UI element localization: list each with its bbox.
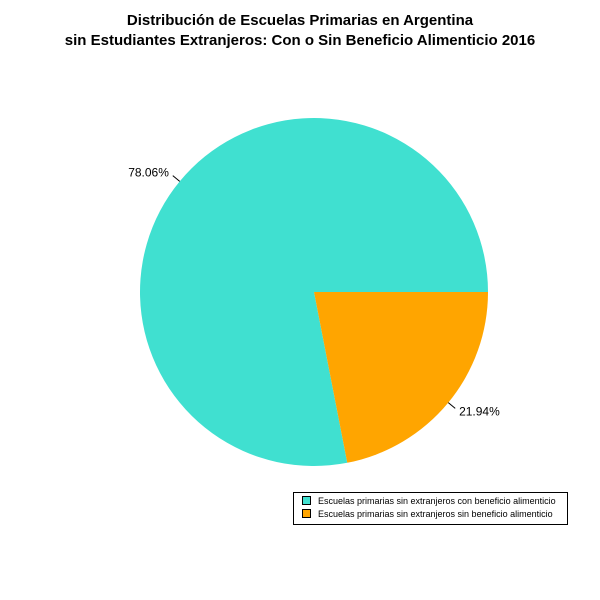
- chart-legend: Escuelas primarias sin extranjeros con b…: [293, 492, 568, 525]
- legend-item-con-beneficio: Escuelas primarias sin extranjeros con b…: [302, 495, 556, 507]
- pie-label-sin-beneficio: 21.94%: [459, 405, 500, 419]
- pie-slice-sin-beneficio: [314, 292, 489, 463]
- pie-label-con-beneficio: 78.06%: [128, 165, 169, 179]
- legend-swatch-con-beneficio: [302, 496, 311, 506]
- legend-label-con-beneficio: Escuelas primarias sin extranjeros con b…: [318, 496, 556, 506]
- leader-line-sin-beneficio: [447, 402, 456, 409]
- legend-swatch-sin-beneficio: [302, 509, 311, 519]
- leader-line-con-beneficio: [172, 175, 181, 182]
- chart-title-line-2: sin Estudiantes Extranjeros: Con o Sin B…: [64, 32, 536, 49]
- chart-title-line-1: Distribución de Escuelas Primarias en Ar…: [126, 12, 474, 29]
- legend-label-sin-beneficio: Escuelas primarias sin extranjeros sin b…: [318, 509, 553, 519]
- legend-item-sin-beneficio: Escuelas primarias sin extranjeros sin b…: [302, 508, 553, 520]
